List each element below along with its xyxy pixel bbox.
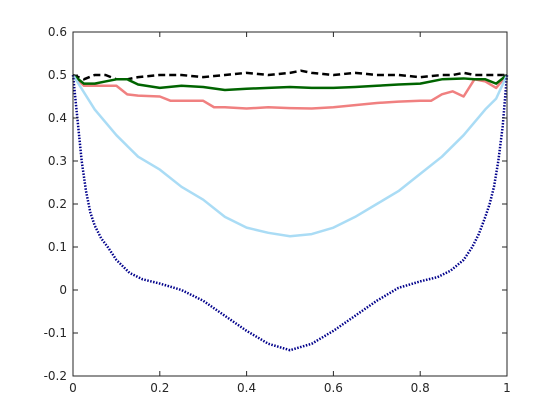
y-tick-label: 0.6: [48, 25, 67, 39]
x-tick-label: 1: [503, 381, 511, 395]
y-tick-label: 0.3: [48, 154, 67, 168]
x-tick-label: 0.6: [324, 381, 343, 395]
series-line-2: [72, 74, 508, 110]
x-tick-label: 0: [69, 381, 77, 395]
y-tick-label: 0.1: [48, 240, 67, 254]
x-tick-label: 0.8: [411, 381, 430, 395]
y-tick-label: 0.5: [48, 68, 67, 82]
y-tick-label: -0.1: [44, 326, 67, 340]
x-tick-label: 0.4: [237, 381, 256, 395]
x-tick-label: 0.2: [150, 381, 169, 395]
y-tick-label: 0.2: [48, 197, 67, 211]
y-tick-label: 0: [59, 283, 67, 297]
y-tick-label: -0.2: [44, 369, 67, 383]
y-axis: -0.2 -0.1 0 0.1 0.2 0.3 0.4 0.5 0.6: [44, 25, 507, 383]
x-axis: 0 0.2 0.4 0.6 0.8 1: [69, 32, 511, 395]
series-line-4: [71, 74, 509, 238]
series-line-3: [72, 74, 508, 92]
y-tick-label: 0.4: [48, 111, 67, 125]
series-line-1: [72, 69, 507, 81]
series-line-5: [71, 74, 509, 352]
series-layer: [71, 69, 509, 352]
